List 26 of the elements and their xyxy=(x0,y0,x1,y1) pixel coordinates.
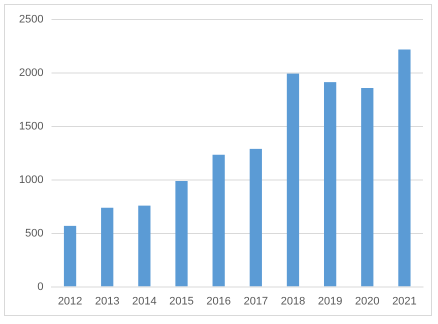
bar xyxy=(138,206,150,286)
x-tick-label: 2013 xyxy=(94,295,120,308)
bar xyxy=(175,180,188,286)
x-tick-label: 2012 xyxy=(58,295,82,308)
bar xyxy=(64,226,76,286)
x-tick-label: 2019 xyxy=(318,295,342,308)
x-tick-label: 2017 xyxy=(244,295,268,308)
y-tick-label: 2500 xyxy=(18,14,44,26)
y-tick-label: 500 xyxy=(25,227,44,240)
x-tick-label: 2021 xyxy=(392,295,417,308)
y-tick-label: 2000 xyxy=(18,67,44,80)
x-tick-label: 2020 xyxy=(355,295,380,308)
bar xyxy=(250,148,262,286)
bar xyxy=(324,82,336,286)
y-tick-label: 1000 xyxy=(18,174,44,186)
bar xyxy=(212,154,225,286)
x-tick-label: 2015 xyxy=(169,295,194,308)
x-tick-label: 2018 xyxy=(280,295,306,308)
bar xyxy=(398,50,411,286)
bar xyxy=(286,74,300,286)
x-tick-label: 2014 xyxy=(132,295,157,308)
bar xyxy=(361,88,374,286)
bar xyxy=(101,208,114,286)
y-tick-label: 1500 xyxy=(18,120,44,133)
x-tick-label: 2016 xyxy=(206,295,231,308)
y-tick-label: 0 xyxy=(37,280,44,293)
